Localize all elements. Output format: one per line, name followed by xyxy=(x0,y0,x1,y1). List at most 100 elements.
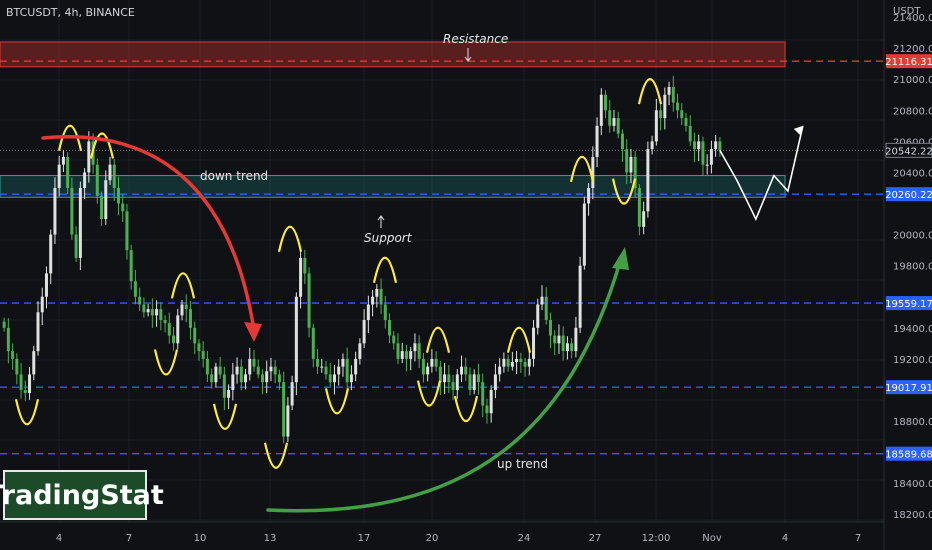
candle-body xyxy=(375,288,379,297)
candle-body xyxy=(159,309,163,321)
candle-body xyxy=(176,315,180,344)
candle-body xyxy=(502,358,506,367)
peak-marker xyxy=(425,326,451,353)
candle-body xyxy=(294,296,298,383)
candle-body xyxy=(307,273,311,328)
y-tick-label: 19800.00 xyxy=(893,262,932,273)
candle-body xyxy=(40,296,44,313)
candle-body xyxy=(392,335,396,344)
candle-body xyxy=(654,110,658,142)
level-badge-label: 18589.68 xyxy=(885,450,932,461)
candle-body xyxy=(676,102,680,111)
candle-body xyxy=(451,382,455,390)
candle-body xyxy=(705,164,709,166)
candle-body xyxy=(396,343,400,359)
candle-body xyxy=(587,187,591,204)
x-tick-label: 4 xyxy=(782,533,788,544)
candle-body xyxy=(599,94,603,126)
candle-body xyxy=(172,335,176,344)
candle-body xyxy=(455,374,459,390)
candle-body xyxy=(616,118,620,134)
candle-body xyxy=(11,351,15,359)
x-tick-label: 13 xyxy=(264,533,277,544)
candle-body xyxy=(332,374,336,383)
candle-body xyxy=(557,335,561,344)
candle-body xyxy=(701,141,705,165)
candle-body xyxy=(570,343,574,352)
level-badge-label: 19017.91 xyxy=(885,383,932,394)
candle-body xyxy=(714,141,718,150)
candle-body xyxy=(620,133,624,150)
candle-body xyxy=(150,309,154,316)
candle-body xyxy=(434,358,438,367)
candle-body xyxy=(201,351,205,359)
candle-body xyxy=(32,351,36,375)
candle-body xyxy=(548,320,552,336)
y-tick-label: 19400.00 xyxy=(893,324,932,335)
candle-body xyxy=(214,366,218,383)
peak-marker xyxy=(372,256,398,284)
last-price-badge-label: 20542.22 xyxy=(885,146,932,157)
candle-body xyxy=(205,358,209,375)
candle-body xyxy=(167,323,171,336)
candle-body xyxy=(87,141,91,173)
candle-body xyxy=(413,343,417,352)
candle-body xyxy=(485,405,489,414)
candle-body xyxy=(180,304,184,316)
candle-body xyxy=(273,366,277,375)
trough-marker xyxy=(416,380,442,407)
candle-body xyxy=(481,382,485,406)
trough-marker xyxy=(212,403,238,430)
candle-body xyxy=(354,358,358,375)
candle-body xyxy=(248,358,252,375)
candle-body xyxy=(116,187,120,204)
candle-body xyxy=(565,343,569,352)
level-badge xyxy=(886,187,932,202)
candle-body xyxy=(659,110,663,119)
level-badge-label: 20260.22 xyxy=(885,190,932,201)
candle-body xyxy=(222,374,226,398)
candle-body xyxy=(146,309,150,313)
candle-body xyxy=(129,250,133,282)
candle-body xyxy=(608,110,612,126)
candle-body xyxy=(612,118,616,126)
resistance-pointer-head xyxy=(464,56,472,62)
candle-body xyxy=(210,374,214,383)
candle-body xyxy=(316,358,320,367)
peak-marker xyxy=(57,124,83,151)
candle-body xyxy=(625,149,629,173)
candle-body xyxy=(646,149,650,212)
level-badge xyxy=(886,296,932,311)
support-pointer-head xyxy=(377,215,385,221)
candle-body xyxy=(409,351,413,359)
level-badge xyxy=(886,380,932,395)
candle-body xyxy=(421,358,425,375)
x-tick-label: 7 xyxy=(855,533,861,544)
peak-marker xyxy=(277,225,303,252)
trough-marker xyxy=(453,395,479,422)
x-tick-label: 27 xyxy=(589,533,602,544)
candle-body xyxy=(23,389,27,394)
candle-body xyxy=(57,164,61,188)
candle-body xyxy=(303,257,307,274)
peak-marker xyxy=(506,326,532,353)
down-trend-arrow xyxy=(41,135,256,332)
candle-body xyxy=(404,351,408,359)
level-badge xyxy=(886,54,932,69)
x-tick-label: 17 xyxy=(358,533,371,544)
candle-body xyxy=(358,343,362,359)
candle-body xyxy=(235,366,239,375)
candle-body xyxy=(489,389,493,414)
candle-body xyxy=(341,358,345,367)
candle-body xyxy=(671,87,675,103)
up-trend-arrow xyxy=(266,260,622,513)
y-tick-label: 21000.00 xyxy=(893,75,932,86)
candle-body xyxy=(692,141,696,150)
candle-body xyxy=(324,366,328,375)
symbol-title[interactable]: BTCUSDT, 4h, BINANCE xyxy=(6,6,135,19)
candle-body xyxy=(269,366,273,372)
candle-body xyxy=(383,304,387,321)
candle-body xyxy=(74,234,78,258)
